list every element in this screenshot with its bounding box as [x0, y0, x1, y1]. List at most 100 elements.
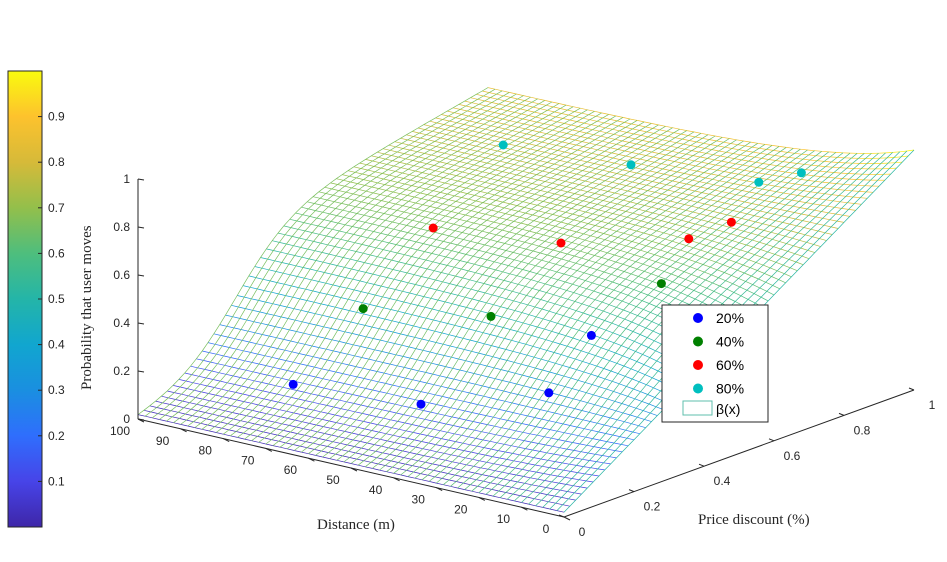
surface-gridline: [565, 128, 573, 131]
surface-gridline: [340, 196, 348, 199]
surface-gridline: [614, 138, 623, 142]
surface-gridline: [573, 187, 581, 191]
surface-gridline: [281, 423, 290, 426]
surface-gridline: [445, 215, 453, 219]
surface-gridline: [441, 166, 449, 170]
surface-gridline: [700, 156, 708, 159]
surface-gridline: [794, 212, 802, 215]
surface-gridline: [477, 150, 485, 154]
surface-gridline: [353, 344, 361, 347]
surface-gridline: [491, 183, 500, 187]
surface-gridline: [435, 147, 787, 484]
surface-gridline: [438, 422, 447, 425]
surface-gridline: [329, 458, 337, 461]
surface-gridline: [388, 144, 396, 148]
surface-gridline: [532, 158, 541, 162]
surface-gridline: [460, 137, 468, 140]
surface-gridline: [572, 182, 580, 185]
surface-gridline: [532, 288, 540, 291]
surface-gridline: [479, 132, 487, 135]
colorbar-tick-label: 0.9: [48, 110, 65, 124]
surface-gridline: [345, 277, 353, 280]
surface-gridline: [671, 150, 679, 154]
surface-gridline: [317, 270, 325, 273]
surface-gridline: [411, 458, 419, 462]
surface-gridline: [546, 186, 554, 189]
surface-gridline: [566, 186, 574, 189]
surface-gridline: [496, 93, 504, 97]
surface-gridline: [169, 404, 177, 407]
surface-gridline: [521, 261, 529, 265]
surface-gridline: [686, 245, 694, 249]
surface-gridline: [836, 220, 845, 223]
surface-gridline: [529, 376, 537, 380]
surface-gridline: [626, 132, 634, 135]
surface-gridline: [314, 366, 322, 370]
surface-gridline: [416, 453, 425, 456]
surface-gridline: [562, 365, 570, 368]
surface-gridline: [555, 263, 563, 267]
surface-gridline: [494, 314, 502, 318]
surface-gridline: [246, 319, 254, 323]
surface-gridline: [536, 378, 544, 382]
surface-gridline: [400, 396, 409, 399]
surface-gridline: [694, 160, 702, 163]
surface-gridline: [577, 204, 585, 207]
surface-gridline: [448, 115, 456, 119]
surface-gridline: [499, 409, 507, 412]
surface-gridline: [543, 234, 551, 238]
surface-gridline: [625, 429, 633, 433]
surface-gridline: [292, 236, 300, 239]
surface-gridline: [545, 487, 554, 490]
surface-gridline: [425, 372, 433, 375]
surface-gridline: [624, 318, 632, 323]
surface-gridline: [553, 219, 562, 223]
surface-gridline: [521, 502, 529, 505]
surface-gridline: [254, 423, 263, 426]
surface-gridline: [367, 169, 376, 173]
surface-gridline: [808, 215, 816, 218]
surface-gridline: [399, 322, 407, 325]
surface-gridline: [758, 278, 766, 283]
surface-gridline: [511, 102, 519, 105]
surface-gridline: [831, 226, 839, 229]
surface-gridline: [766, 290, 775, 296]
surface-gridline: [773, 246, 781, 250]
surface-gridline: [761, 157, 769, 160]
surface-gridline: [476, 93, 484, 97]
surface-gridline: [448, 168, 456, 171]
surface-gridline: [526, 354, 535, 358]
surface-gridline: [249, 341, 257, 345]
surface-gridline: [443, 124, 452, 127]
y-tick-label: 0.2: [644, 500, 661, 514]
surface-gridline: [576, 369, 584, 373]
surface-gridline: [348, 204, 356, 208]
surface-gridline: [829, 219, 837, 222]
surface-gridline: [559, 287, 567, 291]
surface-gridline: [371, 216, 379, 219]
surface-gridline: [653, 156, 661, 159]
surface-gridline: [523, 147, 531, 150]
surface-gridline: [696, 229, 704, 233]
surface-gridline: [449, 397, 457, 401]
surface-gridline: [362, 367, 371, 371]
surface-gridline: [716, 195, 724, 198]
surface-gridline: [495, 227, 503, 231]
surface-gridline: [280, 251, 288, 255]
legend-label: 80%: [716, 381, 744, 397]
surface-gridline: [709, 266, 718, 271]
legend-label: 60%: [716, 357, 744, 373]
surface-gridline: [641, 194, 650, 197]
surface-gridline: [299, 406, 307, 409]
surface-gridline: [757, 198, 765, 201]
surface-gridline: [566, 217, 574, 221]
surface-gridline: [687, 189, 695, 192]
surface-gridline: [542, 465, 550, 468]
surface-gridline: [825, 232, 833, 235]
surface-gridline: [454, 230, 463, 233]
surface-gridline: [566, 104, 574, 108]
surface-gridline: [382, 173, 390, 176]
surface-gridline: [453, 223, 461, 227]
surface-gridline: [810, 228, 819, 232]
surface-gridline: [491, 154, 499, 157]
